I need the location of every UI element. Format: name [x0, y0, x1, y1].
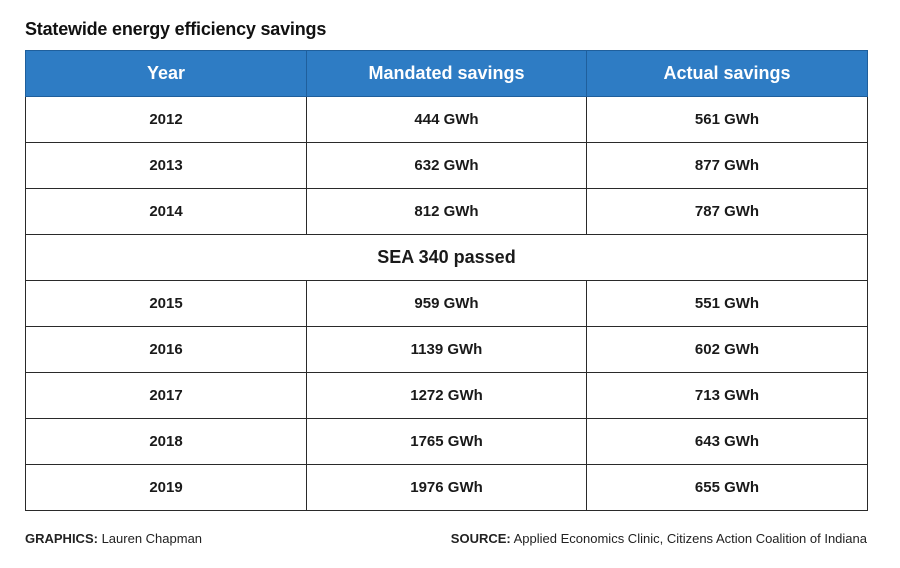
column-header-actual-savings: Actual savings	[586, 50, 868, 97]
table-body: 2012 444 GWh 561 GWh 2013 632 GWh 877 GWh 2014…	[25, 96, 868, 511]
table-row: 2013 632 GWh 877 GWh	[25, 142, 868, 189]
year-cell: 2014	[25, 188, 307, 235]
actual-savings-cell: 787 GWh	[586, 188, 868, 235]
table-header-row: Year Mandated savings Actual savings	[25, 50, 868, 97]
graphics-credit: GRAPHICS: Lauren Chapman	[25, 531, 202, 546]
actual-savings-cell: 561 GWh	[586, 96, 868, 143]
table-row: 2018 1765 GWh 643 GWh	[25, 418, 868, 465]
mandated-savings-cell: 959 GWh	[306, 280, 587, 327]
actual-savings-cell: 602 GWh	[586, 326, 868, 373]
actual-savings-cell: 655 GWh	[586, 464, 868, 511]
table-row: 2016 1139 GWh 602 GWh	[25, 326, 868, 373]
year-cell: 2016	[25, 326, 307, 373]
year-cell: 2017	[25, 372, 307, 419]
column-header-mandated-savings: Mandated savings	[306, 50, 587, 97]
separator-label: SEA 340 passed	[25, 234, 868, 281]
mandated-savings-cell: 1976 GWh	[306, 464, 587, 511]
actual-savings-cell: 643 GWh	[586, 418, 868, 465]
mandated-savings-cell: 812 GWh	[306, 188, 587, 235]
chart-title: Statewide energy efficiency savings	[25, 19, 327, 39]
table-row: 2015 959 GWh 551 GWh	[25, 280, 868, 327]
mandated-savings-cell: 632 GWh	[306, 142, 587, 189]
mandated-savings-cell: 1272 GWh	[306, 372, 587, 419]
column-header-year: Year	[25, 50, 307, 97]
table-row: 2014 812 GWh 787 GWh	[25, 188, 868, 235]
savings-table: Year Mandated savings Actual savings 201…	[25, 50, 868, 511]
separator-row: SEA 340 passed	[25, 234, 868, 281]
mandated-savings-cell: 1765 GWh	[306, 418, 587, 465]
mandated-savings-cell: 1139 GWh	[306, 326, 587, 373]
mandated-savings-cell: 444 GWh	[306, 96, 587, 143]
year-cell: 2018	[25, 418, 307, 465]
year-cell: 2015	[25, 280, 307, 327]
source-credit-text: Applied Economics Clinic, Citizens Actio…	[513, 531, 867, 546]
source-label: SOURCE:	[450, 531, 511, 546]
table-row: 2017 1272 GWh 713 GWh	[25, 372, 868, 419]
actual-savings-cell: 713 GWh	[586, 372, 868, 419]
graphics-label: GRAPHICS:	[25, 531, 98, 546]
year-cell: 2019	[25, 464, 307, 511]
actual-savings-cell: 551 GWh	[586, 280, 868, 327]
source-credit: SOURCE: Applied Economics Clinic, Citize…	[451, 531, 867, 546]
actual-savings-cell: 877 GWh	[586, 142, 868, 189]
year-cell: 2013	[25, 142, 307, 189]
year-cell: 2012	[25, 96, 307, 143]
table-row: 2019 1976 GWh 655 GWh	[25, 464, 868, 511]
graphics-credit-name: Lauren Chapman	[101, 531, 203, 546]
table-row: 2012 444 GWh 561 GWh	[25, 96, 868, 143]
